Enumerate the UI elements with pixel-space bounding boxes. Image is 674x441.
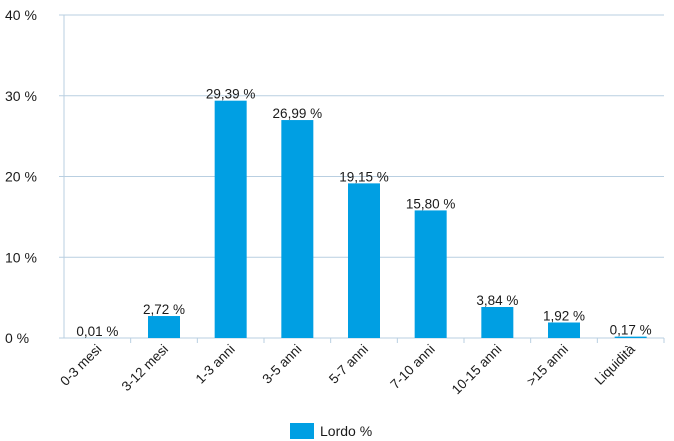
data-label: 1,92 % xyxy=(543,308,585,323)
y-tick-label: 20 % xyxy=(5,169,37,185)
data-label: 26,99 % xyxy=(273,106,323,121)
y-tick-label: 10 % xyxy=(5,249,37,265)
data-label: 0,01 % xyxy=(76,324,118,339)
x-tick-label: Liquidità xyxy=(592,341,639,388)
legend-label: Lordo % xyxy=(320,423,373,439)
x-tick-label: 7-10 anni xyxy=(387,342,437,392)
x-tick-label: 5-7 anni xyxy=(326,342,371,387)
x-tick-label: 3-5 anni xyxy=(259,342,304,387)
legend: Lordo % xyxy=(290,422,372,440)
bar xyxy=(481,306,514,338)
x-tick-label: 3-12 mesi xyxy=(119,342,172,395)
bar xyxy=(348,183,380,338)
data-label: 0,17 % xyxy=(610,323,652,338)
x-tick-label: 0-3 mesi xyxy=(57,342,104,389)
x-tick-label: >15 anni xyxy=(524,342,572,390)
data-labels: 0,01 % 2,72 % 29,39 % 26,99 % 19,15 % 15,80 %… xyxy=(76,87,651,339)
bar xyxy=(548,322,580,338)
data-label: 19,15 % xyxy=(339,169,389,184)
data-label: 3,84 % xyxy=(476,293,518,308)
bar xyxy=(614,336,647,338)
bar xyxy=(414,210,447,338)
y-tick-label: 30 % xyxy=(5,88,37,104)
x-tick-label: 10-15 anni xyxy=(449,342,505,398)
bar xyxy=(148,316,180,338)
legend-swatch xyxy=(290,423,314,439)
x-axis-ticks: 0-3 mesi 3-12 mesi 1-3 anni 3-5 anni 5-7 ann… xyxy=(57,341,638,397)
y-axis-ticks: 0 % 10 % 20 % 30 % 40 % xyxy=(5,7,37,346)
bar xyxy=(281,120,314,338)
y-tick-label: 40 % xyxy=(5,7,37,23)
x-tick-label: 1-3 anni xyxy=(193,342,238,387)
data-label: 29,39 % xyxy=(206,87,256,102)
data-label: 2,72 % xyxy=(143,302,185,317)
data-label: 15,80 % xyxy=(406,196,456,211)
bars xyxy=(81,100,647,338)
y-tick-label: 0 % xyxy=(5,330,29,346)
bar xyxy=(214,100,247,338)
